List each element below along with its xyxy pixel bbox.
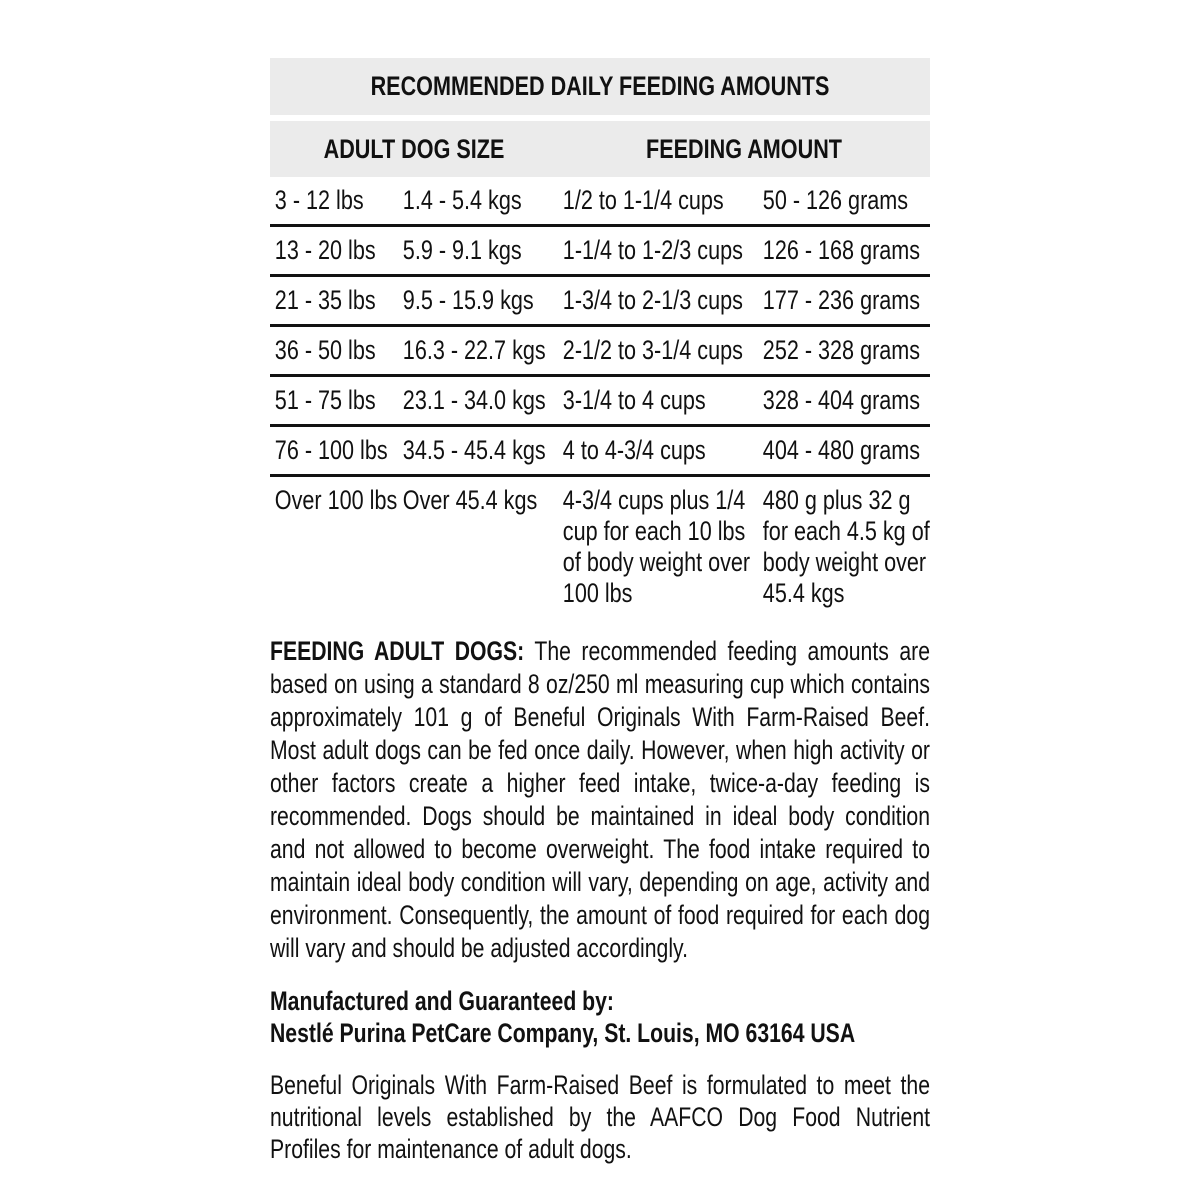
table-cell: 252 - 328 grams — [762, 335, 921, 365]
table-cell: 404 - 480 grams — [762, 435, 921, 465]
table-cell: 177 - 236 grams — [762, 285, 921, 315]
table-cell: 36 - 50 lbs — [274, 335, 376, 365]
table-cell: 480 g plus 32 g for each 4.5 kg of body … — [762, 485, 930, 608]
header-dog-size: ADULT DOG SIZE — [323, 133, 505, 164]
table-cell: 3-1/4 to 4 cups — [562, 385, 706, 415]
table-cell: 21 - 35 lbs — [274, 285, 376, 315]
manufacturer-line2: Nestlé Purina PetCare Company, St. Louis… — [270, 1018, 856, 1048]
table-cell: 1.4 - 5.4 kgs — [402, 185, 522, 215]
table-cell: 23.1 - 34.0 kgs — [402, 385, 546, 415]
table-row: 51 - 75 lbs 23.1 - 34.0 kgs 3-1/4 to 4 cup… — [270, 377, 930, 427]
table-title: RECOMMENDED DAILY FEEDING AMOUNTS — [270, 58, 930, 115]
aafco-statement: Beneful Originals With Farm-Raised Beef … — [270, 1070, 930, 1164]
table-cell: 13 - 20 lbs — [274, 235, 376, 265]
table-cell: 3 - 12 lbs — [274, 185, 364, 215]
table-cell: 4 to 4-3/4 cups — [562, 435, 706, 465]
table-cell: Over 45.4 kgs — [402, 485, 538, 515]
table-row: 21 - 35 lbs 9.5 - 15.9 kgs 1-3/4 to 2-1/3 … — [270, 277, 930, 327]
feeding-text: The recommended feeding amounts are base… — [270, 636, 930, 963]
table-cell: 76 - 100 lbs — [274, 435, 388, 465]
table-cell: Over 100 lbs — [274, 485, 398, 515]
table-header: ADULT DOG SIZE FEEDING AMOUNT — [270, 121, 930, 177]
feeding-label-heading: FEEDING ADULT DOGS: — [270, 636, 525, 666]
table-cell: 9.5 - 15.9 kgs — [402, 285, 534, 315]
table-cell: 1-1/4 to 1-2/3 cups — [562, 235, 743, 265]
table-cell: 126 - 168 grams — [762, 235, 921, 265]
table-cell: 4-3/4 cups plus 1/4 cup for each 10 lbs … — [562, 485, 751, 608]
table-cell: 5.9 - 9.1 kgs — [402, 235, 522, 265]
table-cell: 16.3 - 22.7 kgs — [402, 335, 546, 365]
table-cell: 1-3/4 to 2-1/3 cups — [562, 285, 743, 315]
table-cell: 50 - 126 grams — [762, 185, 909, 215]
table-cell: 1/2 to 1-1/4 cups — [562, 185, 724, 215]
table-row: 3 - 12 lbs 1.4 - 5.4 kgs 1/2 to 1-1/4 cups… — [270, 177, 930, 227]
table-row: Over 100 lbs Over 45.4 kgs 4-3/4 cups plus… — [270, 477, 930, 617]
table-cell: 51 - 75 lbs — [274, 385, 376, 415]
table-row: 76 - 100 lbs 34.5 - 45.4 kgs 4 to 4-3/4 cu… — [270, 427, 930, 477]
manufacturer-line1: Manufactured and Guaranteed by: — [270, 986, 614, 1016]
table-cell: 2-1/2 to 3-1/4 cups — [562, 335, 743, 365]
feeding-instructions: FEEDING ADULT DOGS: The recommended feed… — [270, 635, 930, 965]
table-row: 36 - 50 lbs 16.3 - 22.7 kgs 2-1/2 to 3-1/4… — [270, 327, 930, 377]
table-row: 13 - 20 lbs 5.9 - 9.1 kgs 1-1/4 to 1-2/3 c… — [270, 227, 930, 277]
table-cell: 34.5 - 45.4 kgs — [402, 435, 546, 465]
feeding-label: RECOMMENDED DAILY FEEDING AMOUNTS ADULT … — [270, 58, 930, 1165]
table-body: 3 - 12 lbs 1.4 - 5.4 kgs 1/2 to 1-1/4 cups… — [270, 177, 930, 617]
header-feeding-amount: FEEDING AMOUNT — [646, 133, 842, 164]
table-cell: 328 - 404 grams — [762, 385, 921, 415]
manufacturer-info: Manufactured and Guaranteed by: Nestlé Pu… — [270, 985, 930, 1049]
